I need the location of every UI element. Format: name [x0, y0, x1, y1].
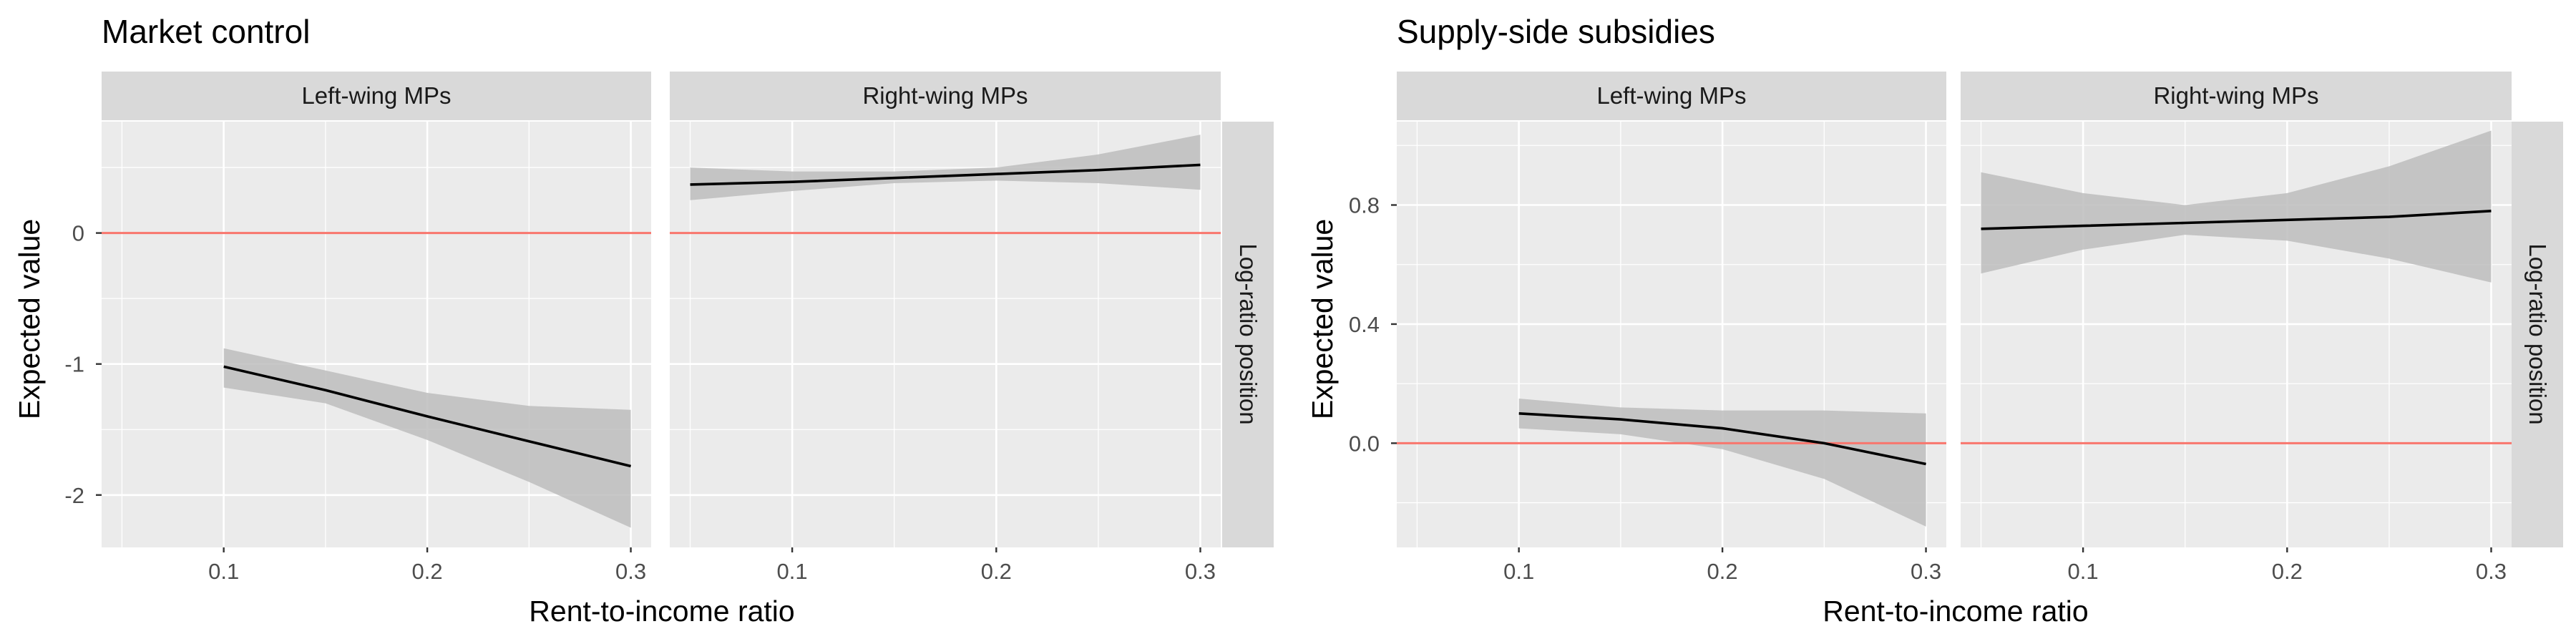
y-tick-label: 0.0: [1349, 431, 1380, 456]
y-tick-label: -2: [64, 483, 84, 508]
x-tick-label: 0.3: [1185, 559, 1216, 584]
facet-strip-background: [1397, 72, 1946, 120]
x-tick-label: 0.3: [2476, 559, 2507, 584]
chart-title: Supply-side subsidies: [1397, 13, 1715, 50]
x-tick-label: 0.2: [412, 559, 443, 584]
panel-plot-area: [670, 122, 1221, 547]
facet-side-strip-label: Log-ratio position: [1235, 243, 1262, 424]
facet-side-strip: Log-ratio position: [1222, 122, 1274, 547]
facet-side-strip-background: [2512, 122, 2563, 547]
facet-strip-label: Right-wing MPs: [862, 82, 1028, 109]
confidence-ribbon: [1981, 130, 2492, 283]
expected-value-line: [1518, 412, 1926, 466]
facet-strip-label: Left-wing MPs: [301, 82, 451, 109]
panel-plot-area: [102, 122, 651, 547]
y-axis: 0.0 0.4 0.8: [1349, 193, 1397, 456]
x-tick-label: 0.2: [2272, 559, 2303, 584]
confidence-ribbon: [223, 348, 631, 528]
facet-side-strip: Log-ratio position: [2512, 122, 2563, 547]
facet-strip-label: Right-wing MPs: [2153, 82, 2318, 109]
panel-plot-area: [1961, 122, 2512, 547]
x-axis: 0.1 0.2 0.3: [208, 547, 646, 584]
x-axis: 0.1 0.2 0.3: [777, 547, 1216, 584]
expected-value-line: [223, 365, 632, 468]
x-tick-label: 0.1: [1503, 559, 1534, 584]
facet-side-strip-label: Log-ratio position: [2524, 243, 2551, 424]
expected-value-line: [690, 163, 1201, 186]
chart-supply-side-subsidies: Supply-side subsidies Expected value Ren…: [1306, 13, 2563, 628]
chart-title: Market control: [102, 13, 310, 50]
facet-panel-right-wing: Right-wing MPs 0.1 0.2 0.3: [670, 72, 1221, 584]
x-tick-label: 0.1: [208, 559, 239, 584]
y-tick-label: -1: [64, 352, 84, 377]
facet-strip-background: [670, 72, 1221, 120]
x-tick-label: 0.3: [1911, 559, 1941, 584]
facet-strip-background: [102, 72, 651, 120]
x-axis-title: Rent-to-income ratio: [1823, 595, 2088, 628]
facet-panel-right-wing: Right-wing MPs 0.1 0.2 0.3: [1961, 72, 2512, 584]
panel-plot-area: [1397, 122, 1946, 547]
facet-panel-left-wing: Left-wing MPs 0.1 0.2 0.3: [102, 72, 651, 584]
y-tick-label: 0.8: [1349, 193, 1380, 218]
y-axis-title: Expected value: [1306, 219, 1339, 419]
facet-strip-label: Left-wing MPs: [1596, 82, 1746, 109]
x-tick-label: 0.2: [981, 559, 1012, 584]
x-tick-label: 0.1: [777, 559, 808, 584]
x-axis-title: Rent-to-income ratio: [529, 595, 794, 628]
y-tick-label: 0: [72, 221, 84, 246]
facet-strip-background: [1961, 72, 2512, 120]
confidence-ribbon: [1518, 399, 1926, 527]
x-axis: 0.1 0.2 0.3: [1503, 547, 1941, 584]
facet-panel-left-wing: Left-wing MPs 0.1 0.2 0.3: [1397, 72, 1946, 584]
expected-value-line: [1981, 210, 2492, 230]
x-tick-label: 0.2: [1707, 559, 1738, 584]
x-axis: 0.1 0.2 0.3: [2068, 547, 2507, 584]
y-tick-label: 0.4: [1349, 312, 1380, 337]
x-tick-label: 0.1: [2068, 559, 2099, 584]
facet-side-strip-background: [1222, 122, 1274, 547]
chart-market-control: Market control Expected value Rent-to-in…: [13, 13, 1274, 628]
y-axis: -2 -1 0: [64, 221, 102, 508]
y-axis-title: Expected value: [13, 219, 46, 419]
x-tick-label: 0.3: [615, 559, 646, 584]
confidence-ribbon: [690, 135, 1201, 200]
